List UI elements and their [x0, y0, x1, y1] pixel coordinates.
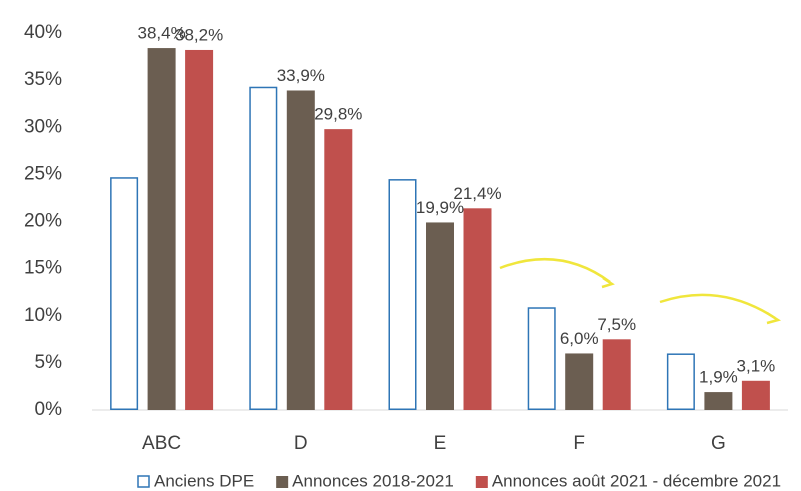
x-tick-label: G: [711, 433, 726, 454]
data-label: 3,1%: [737, 356, 776, 375]
bar: [110, 177, 139, 410]
legend-swatch: [276, 476, 289, 488]
arrow: [659, 293, 776, 320]
data-label: 29,8%: [314, 105, 362, 124]
bar: [249, 86, 278, 410]
annotation-arrows: [499, 258, 782, 325]
y-tick-label: 40%: [24, 22, 62, 43]
bar: [704, 392, 733, 410]
bar: [602, 339, 631, 410]
x-tick-label: E: [434, 433, 447, 454]
data-label: 38,2%: [175, 25, 223, 44]
y-tick-label: 35%: [24, 69, 62, 90]
bar: [527, 307, 556, 410]
bar: [324, 129, 353, 410]
bar: [185, 49, 214, 411]
legend-label: Annonces 2018-2021: [292, 471, 454, 490]
y-tick-label: 15%: [24, 258, 62, 279]
y-tick-label: 30%: [24, 116, 62, 137]
legend-swatch: [475, 476, 488, 488]
data-label: 33,9%: [277, 66, 325, 85]
data-label: 19,9%: [416, 198, 464, 217]
arrow-head: [766, 311, 782, 325]
x-tick-label: F: [573, 433, 585, 454]
data-label: 1,9%: [699, 368, 738, 387]
y-tick-label: 0%: [35, 399, 63, 420]
data-label: 7,5%: [597, 315, 636, 334]
legend-swatch: [137, 475, 150, 488]
bar: [741, 380, 770, 410]
bar: [565, 353, 594, 410]
bar: [147, 48, 176, 410]
y-tick-label: 10%: [24, 305, 62, 326]
x-tick-label: D: [294, 433, 308, 454]
y-tick-label: 5%: [35, 352, 63, 373]
bar: [463, 208, 492, 410]
y-tick-label: 25%: [24, 163, 62, 184]
legend-label: Anciens DPE: [154, 471, 254, 490]
legend-label: Annonces août 2021 - décembre 2021: [492, 471, 781, 490]
x-tick-label: ABC: [142, 433, 181, 454]
arrow: [499, 258, 611, 284]
bar: [388, 179, 417, 410]
data-label: 21,4%: [453, 184, 501, 203]
data-label: 38,4%: [137, 24, 185, 43]
bar: [426, 222, 454, 410]
y-tick-label: 20%: [24, 211, 62, 232]
data-label: 6,0%: [560, 329, 599, 348]
arrow-head: [601, 276, 615, 289]
bar: [666, 353, 695, 411]
bar: [286, 90, 315, 411]
